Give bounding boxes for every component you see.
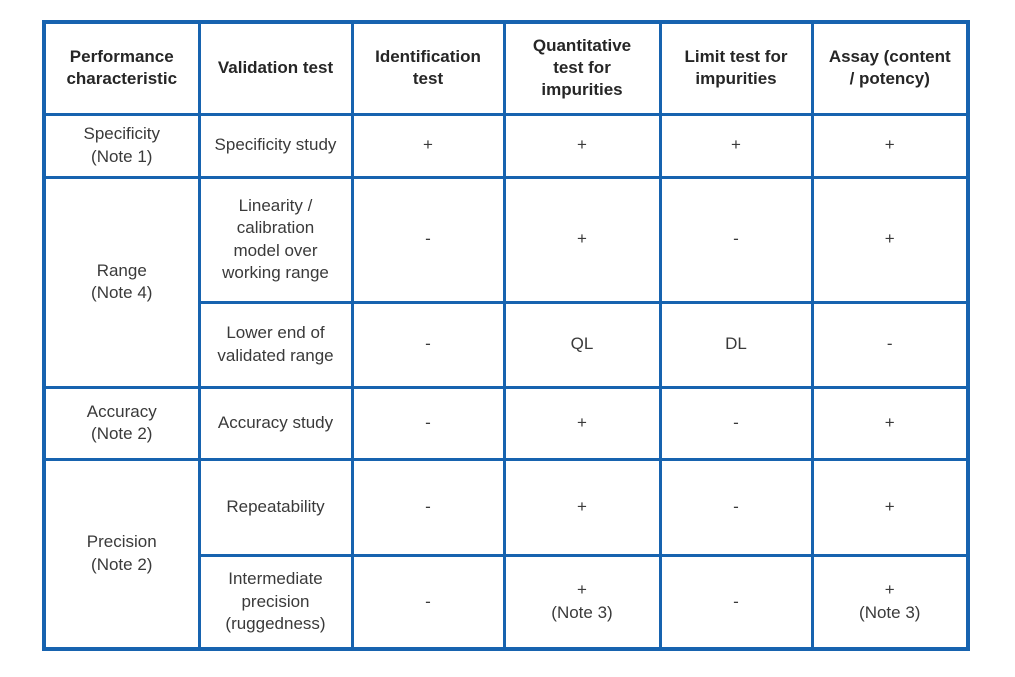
- table-row-specificity: Specificity (Note 1) Specificity study +…: [42, 112, 970, 179]
- column-header-performance-characteristic: Performance characteristic: [42, 20, 201, 116]
- row-header-accuracy: Accuracy (Note 2): [42, 385, 201, 461]
- cell-validation-test: Lower end of validated range: [197, 300, 354, 389]
- cell-value: +: [810, 175, 970, 304]
- cell-value: +: [502, 457, 662, 557]
- cell-value: +: [502, 112, 662, 179]
- cell-value: -: [350, 300, 506, 389]
- cell-value: +: [810, 112, 970, 179]
- column-header-validation-test: Validation test: [197, 20, 354, 116]
- cell-value: -: [350, 457, 506, 557]
- cell-validation-test: Intermediate precision (ruggedness): [197, 553, 354, 651]
- cell-validation-test: Specificity study: [197, 112, 354, 179]
- row-header-range: Range (Note 4): [42, 175, 201, 389]
- cell-value: +: [810, 457, 970, 557]
- row-header-specificity: Specificity (Note 1): [42, 112, 201, 179]
- cell-value: DL: [658, 300, 814, 389]
- cell-value: + (Note 3): [810, 553, 970, 651]
- row-header-precision: Precision (Note 2): [42, 457, 201, 651]
- cell-value: -: [658, 175, 814, 304]
- cell-value: -: [350, 175, 506, 304]
- column-header-quantitative-test-impurities: Quantitative test for impurities: [502, 20, 662, 116]
- column-header-assay: Assay (content / potency): [810, 20, 970, 116]
- cell-value: + (Note 3): [502, 553, 662, 651]
- cell-validation-test: Repeatability: [197, 457, 354, 557]
- cell-validation-test: Accuracy study: [197, 385, 354, 461]
- table-row-precision-repeatability: Precision (Note 2) Repeatability - + - +: [42, 457, 970, 651]
- cell-value: +: [810, 385, 970, 461]
- cell-value: -: [658, 457, 814, 557]
- validation-characteristics-table: Performance characteristic Validation te…: [42, 20, 970, 651]
- cell-value: +: [502, 385, 662, 461]
- table-row-accuracy: Accuracy (Note 2) Accuracy study - + - +: [42, 385, 970, 461]
- cell-value: -: [350, 385, 506, 461]
- cell-value: QL: [502, 300, 662, 389]
- cell-value: +: [658, 112, 814, 179]
- cell-value: -: [810, 300, 970, 389]
- cell-value: +: [350, 112, 506, 179]
- cell-validation-test: Linearity / calibration model over worki…: [197, 175, 354, 304]
- table-row-precision-intermediate: Intermediate precision (ruggedness) - + …: [44, 553, 970, 651]
- table-row-range-lower-end: Lower end of validated range - QL DL -: [44, 300, 970, 389]
- cell-value: -: [658, 553, 814, 651]
- table-row-range-linearity: Range (Note 4) Linearity / calibration m…: [42, 175, 970, 389]
- cell-value: +: [502, 175, 662, 304]
- cell-value: -: [658, 385, 814, 461]
- header-row: Performance characteristic Validation te…: [42, 20, 970, 116]
- column-header-identification-test: Identification test: [350, 20, 506, 116]
- cell-value: -: [350, 553, 506, 651]
- column-header-limit-test-impurities: Limit test for impurities: [658, 20, 814, 116]
